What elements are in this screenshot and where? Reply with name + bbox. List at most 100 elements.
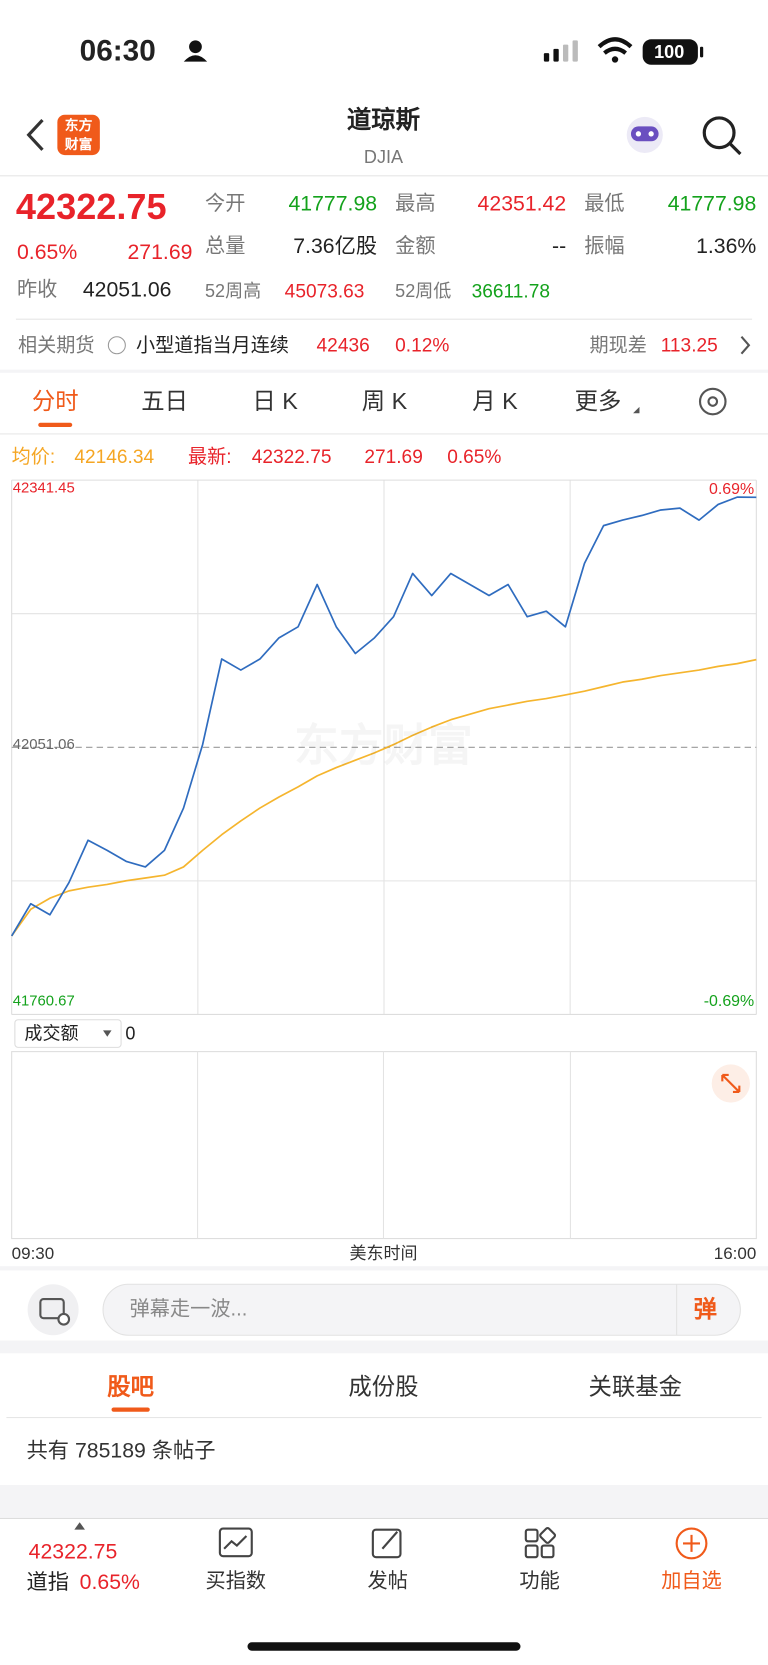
value: 42351.42 bbox=[477, 192, 567, 216]
action-label[interactable]: 功能 bbox=[519, 1570, 560, 1593]
tab[interactable]: 分时 bbox=[31, 387, 79, 415]
tab-underline bbox=[38, 422, 73, 428]
divider bbox=[15, 318, 753, 320]
section-tab[interactable]: 成份股 bbox=[348, 1373, 419, 1401]
logo-box bbox=[57, 114, 100, 156]
status-icons bbox=[183, 37, 704, 65]
label: 金额 bbox=[395, 235, 436, 258]
expand-icon[interactable] bbox=[711, 1064, 750, 1103]
label: 今开 bbox=[205, 192, 246, 216]
dropdown-arrow bbox=[103, 1030, 112, 1037]
tab[interactable]: 日 K bbox=[252, 387, 298, 415]
help-icon[interactable] bbox=[107, 336, 126, 355]
action-label[interactable]: 发帖 bbox=[367, 1570, 408, 1593]
action-label[interactable]: 加自选 bbox=[661, 1570, 722, 1593]
search-icon[interactable] bbox=[702, 116, 742, 156]
legend-value: 42146.34 bbox=[74, 446, 155, 468]
volume-dropdown[interactable] bbox=[14, 1019, 122, 1048]
comment-input[interactable] bbox=[102, 1283, 741, 1336]
futures-price: 42436 bbox=[316, 334, 370, 356]
logo-text: 财富 bbox=[64, 136, 93, 153]
divider bbox=[0, 433, 768, 435]
divider bbox=[0, 175, 768, 177]
y2-tick-label: 0.69% bbox=[709, 481, 754, 498]
legend-value: 0.65% bbox=[447, 446, 502, 468]
bottom-price: 42322.75 bbox=[28, 1540, 118, 1564]
post-count: 共有 785189 条帖子 bbox=[26, 1439, 216, 1463]
tab[interactable]: 月 K bbox=[472, 387, 518, 415]
legend-label: 均价: bbox=[11, 446, 56, 468]
tab[interactable]: 五日 bbox=[141, 387, 189, 415]
value: 7.36亿股 bbox=[293, 234, 378, 259]
label: 最低 bbox=[584, 192, 625, 216]
home-indicator bbox=[247, 1642, 521, 1651]
function-icon[interactable] bbox=[524, 1527, 557, 1559]
volume-value: 0 bbox=[125, 1023, 136, 1044]
label: 最高 bbox=[395, 192, 436, 216]
value: 45073.63 bbox=[284, 280, 365, 302]
y-tick-label: 42341.45 bbox=[13, 481, 75, 497]
clock: 06:30 bbox=[79, 33, 156, 67]
up-arrow bbox=[74, 1522, 85, 1530]
chevron[interactable] bbox=[740, 336, 751, 355]
dropdown-arrow bbox=[633, 406, 640, 414]
x-axis-label: 美东时间 bbox=[349, 1244, 418, 1264]
divider bbox=[6, 1417, 762, 1419]
volume-frame bbox=[11, 1051, 757, 1240]
buy-icon[interactable] bbox=[218, 1527, 253, 1558]
y-tick-label: 41760.67 bbox=[13, 994, 75, 1010]
danmaku-icon[interactable] bbox=[27, 1284, 79, 1336]
price: 42322.75 bbox=[15, 186, 167, 228]
value: 41777.98 bbox=[288, 192, 378, 216]
change-pct: 0.65% bbox=[16, 241, 78, 265]
title: 道琼斯 bbox=[346, 105, 421, 134]
divider bbox=[0, 369, 768, 373]
value: -- bbox=[552, 234, 567, 259]
label: 52周低 bbox=[395, 280, 452, 302]
y-tick-label: 42051.06 bbox=[13, 737, 75, 753]
label: 总量 bbox=[205, 235, 246, 258]
danmaku-button[interactable]: 弹 bbox=[693, 1295, 718, 1323]
value: 1.36% bbox=[696, 234, 757, 259]
tab[interactable]: 周 K bbox=[361, 387, 408, 415]
label: 昨收 bbox=[16, 278, 58, 302]
series-line bbox=[10, 658, 757, 937]
comment-placeholder[interactable]: 弹幕走一波... bbox=[129, 1298, 248, 1321]
logo-text: 东方 bbox=[64, 117, 93, 134]
tab-underline bbox=[111, 1407, 150, 1412]
add-watchlist-icon[interactable] bbox=[675, 1527, 708, 1560]
legend-value: 42322.75 bbox=[251, 446, 332, 468]
action-label[interactable]: 买指数 bbox=[205, 1570, 267, 1593]
value: 42051.06 bbox=[82, 278, 172, 302]
label: 52周高 bbox=[205, 280, 262, 302]
change: 271.69 bbox=[127, 241, 193, 265]
back-icon[interactable] bbox=[26, 118, 44, 151]
y2-tick-label: -0.69% bbox=[704, 993, 754, 1010]
post-icon[interactable] bbox=[371, 1528, 402, 1559]
tab[interactable]: 更多 bbox=[574, 387, 622, 415]
avatar bbox=[626, 116, 663, 153]
futures-name[interactable]: 小型道指当月连续 bbox=[135, 334, 289, 356]
section-tab[interactable]: 关联基金 bbox=[588, 1373, 682, 1401]
divider bbox=[0, 1340, 768, 1354]
divider bbox=[0, 1485, 768, 1518]
value: 36611.78 bbox=[471, 280, 550, 302]
legend-label: 最新: bbox=[188, 446, 232, 468]
x-tick-label: 16:00 bbox=[713, 1244, 757, 1264]
label: 振幅 bbox=[584, 235, 625, 258]
divider bbox=[0, 1517, 768, 1520]
settings-icon[interactable] bbox=[698, 387, 727, 416]
basis: 113.25 bbox=[660, 334, 718, 356]
bottom-name: 道指 bbox=[26, 1571, 70, 1595]
section-tab[interactable]: 股吧 bbox=[107, 1373, 155, 1401]
volume-label[interactable]: 成交额 bbox=[24, 1023, 79, 1044]
legend-value: 271.69 bbox=[364, 446, 423, 468]
x-tick-label: 09:30 bbox=[11, 1244, 55, 1264]
value: 41777.98 bbox=[667, 192, 757, 216]
battery: 100 bbox=[654, 41, 685, 63]
divider bbox=[0, 1266, 768, 1271]
